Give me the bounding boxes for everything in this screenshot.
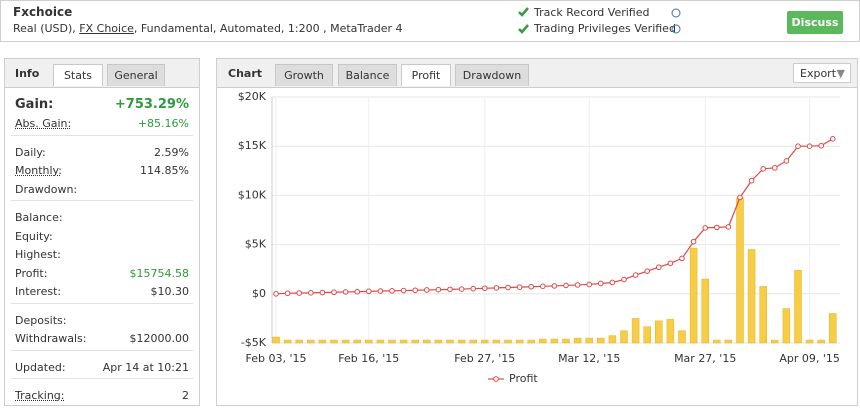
row-value: +753.29%: [114, 97, 189, 112]
row-value: Apr 14 at 10:21: [102, 360, 189, 374]
row-value: $15754.58: [129, 266, 190, 280]
separator: [11, 349, 193, 351]
separator: [11, 302, 193, 304]
row-label: Deposits:: [15, 313, 67, 327]
separator: [11, 378, 193, 379]
row-label: Updated:: [15, 360, 66, 374]
row-value: 2: [182, 389, 189, 402]
export-dropdown[interactable]: Export ▼: [793, 63, 851, 83]
row-value: $10.30: [150, 285, 190, 298]
row-label: Profit:: [15, 266, 48, 280]
panel-heading: Chart: [228, 67, 263, 80]
info-panel: Info Stats General Gain: +753.29% Abs. Gai…: [4, 58, 200, 406]
tab[interactable]: Stats: [53, 64, 103, 86]
discuss-button[interactable]: Discuss: [787, 11, 843, 34]
row-value: +85.16%: [137, 117, 189, 130]
row-label: Withdrawals:: [15, 332, 87, 345]
row-label: Equity:: [15, 229, 53, 243]
row-value: 114.85%: [140, 164, 189, 177]
separator: [11, 134, 193, 136]
subtitle: Real (USD), FX Choice, Fundamental, Auto…: [13, 22, 403, 35]
row-value: $12000.00: [129, 332, 190, 345]
row-label: Drawdown:: [15, 182, 78, 196]
panel-heading: Info: [15, 67, 40, 80]
row-label: Daily:: [15, 145, 46, 159]
row-label: Interest:: [15, 285, 62, 298]
export-label: Export: [800, 67, 837, 80]
title: Fxchoice: [13, 5, 73, 19]
tab[interactable]: Drawdown: [455, 64, 529, 86]
separator: [11, 200, 193, 201]
subtitle-text: Real (USD),: [13, 22, 80, 35]
row-label: Balance:: [15, 211, 63, 224]
row-label: Highest:: [15, 248, 61, 261]
verification: Trading Privileges Verified: [534, 22, 676, 35]
subtitle-text: , Fundamental, Automated, 1:200 , MetaTr…: [133, 22, 403, 35]
tab[interactable]: Growth: [275, 64, 333, 86]
chart-panel: Chart Export ▼ Growth Balance Profit Drawdow…: [216, 58, 858, 406]
tab[interactable]: General: [107, 64, 165, 86]
row-label: Gain:: [15, 97, 54, 112]
row-label[interactable]: Abs. Gain:: [15, 117, 72, 130]
tab[interactable]: Profit: [401, 64, 451, 86]
tab[interactable]: Balance: [338, 64, 397, 86]
row-value: 2.59%: [154, 145, 189, 159]
check-icons: [518, 7, 529, 34]
verification: Track Record Verified: [534, 6, 650, 19]
row-label[interactable]: Monthly:: [15, 164, 62, 177]
header: Fxchoice Real (USD), FX Choice, Fundamen…: [0, 0, 860, 42]
help-icons[interactable]: [671, 8, 683, 38]
row-label[interactable]: Tracking:: [15, 389, 65, 402]
broker-link[interactable]: FX Choice: [79, 22, 134, 35]
